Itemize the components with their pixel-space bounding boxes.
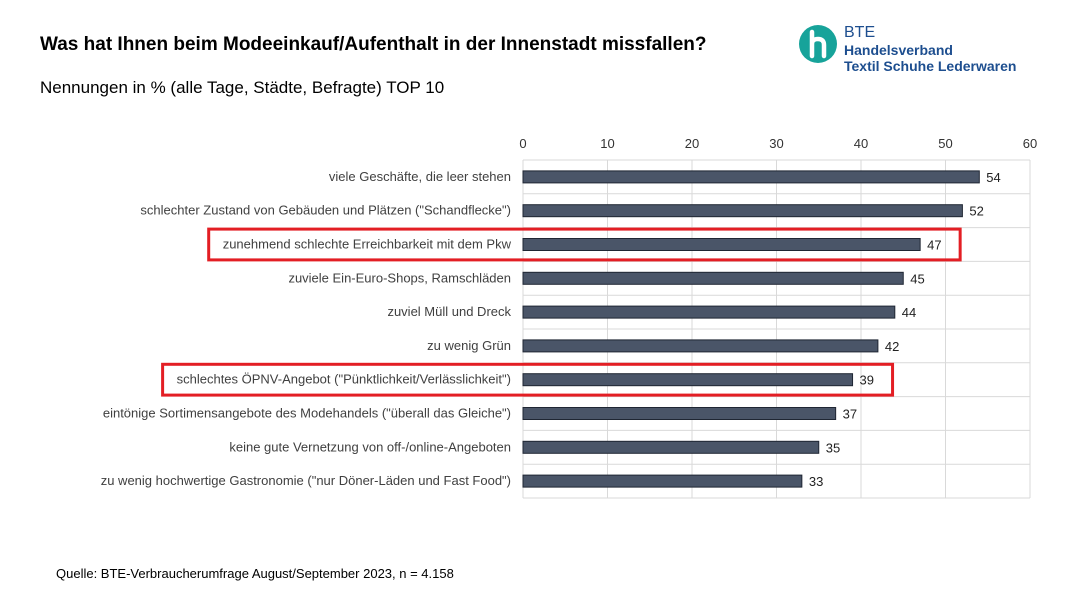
bte-h-logo-icon xyxy=(799,25,837,63)
logo-line-1: BTE xyxy=(844,24,876,41)
category-label: zuviele Ein-Euro-Shops, Ramschläden xyxy=(288,270,511,285)
category-label: zu wenig Grün xyxy=(427,338,511,353)
category-label: zunehmend schlechte Erreichbarkeit mit d… xyxy=(223,237,512,252)
data-label: 45 xyxy=(910,271,924,286)
data-label: 42 xyxy=(885,339,899,354)
x-tick-label: 40 xyxy=(854,136,868,151)
data-label: 33 xyxy=(809,474,823,489)
data-label: 39 xyxy=(860,373,874,388)
bte-logo: BTE Handelsverband Textil Schuhe Lederwa… xyxy=(798,24,1038,74)
bar xyxy=(522,204,963,218)
logo-line-2: Handelsverband xyxy=(844,42,953,58)
data-label: 35 xyxy=(826,440,840,455)
data-label: 44 xyxy=(902,305,916,320)
x-tick-label: 50 xyxy=(938,136,952,151)
category-label: zuviel Müll und Dreck xyxy=(387,304,511,319)
x-tick-label: 20 xyxy=(685,136,699,151)
x-tick-label: 60 xyxy=(1023,136,1037,151)
x-tick-label: 0 xyxy=(519,136,526,151)
category-label: schlechter Zustand von Gebäuden und Plät… xyxy=(140,203,511,218)
bar xyxy=(522,271,904,285)
category-label: eintönige Sortimensangebote des Modehand… xyxy=(103,406,511,421)
highlight-box xyxy=(207,227,962,262)
source-note: Quelle: BTE-Verbraucherumfrage August/Se… xyxy=(56,566,454,581)
bar xyxy=(522,305,896,319)
data-label: 47 xyxy=(927,238,941,253)
logo-line-3: Textil Schuhe Lederwaren xyxy=(844,58,1017,74)
bar xyxy=(522,373,854,387)
highlight-box xyxy=(161,362,895,397)
category-label: schlechtes ÖPNV-Angebot ("Pünktlichkeit/… xyxy=(177,372,511,387)
data-label: 54 xyxy=(986,170,1000,185)
category-label: zu wenig hochwertige Gastronomie ("nur D… xyxy=(101,473,511,488)
category-label: viele Geschäfte, die leer stehen xyxy=(329,169,511,184)
chart-subtitle: Nennungen in % (alle Tage, Städte, Befra… xyxy=(40,78,445,97)
bar xyxy=(522,440,820,454)
data-label: 37 xyxy=(843,407,857,422)
x-tick-label: 10 xyxy=(600,136,614,151)
x-tick-label: 30 xyxy=(769,136,783,151)
bar xyxy=(522,474,803,488)
bar xyxy=(522,170,980,184)
bar xyxy=(522,339,879,353)
data-label: 52 xyxy=(969,204,983,219)
chart-title: Was hat Ihnen beim Modeeinkauf/Aufenthal… xyxy=(40,34,707,55)
bar xyxy=(522,407,837,420)
bar xyxy=(522,238,921,251)
category-label: keine gute Vernetzung von off-/online-An… xyxy=(229,439,511,454)
